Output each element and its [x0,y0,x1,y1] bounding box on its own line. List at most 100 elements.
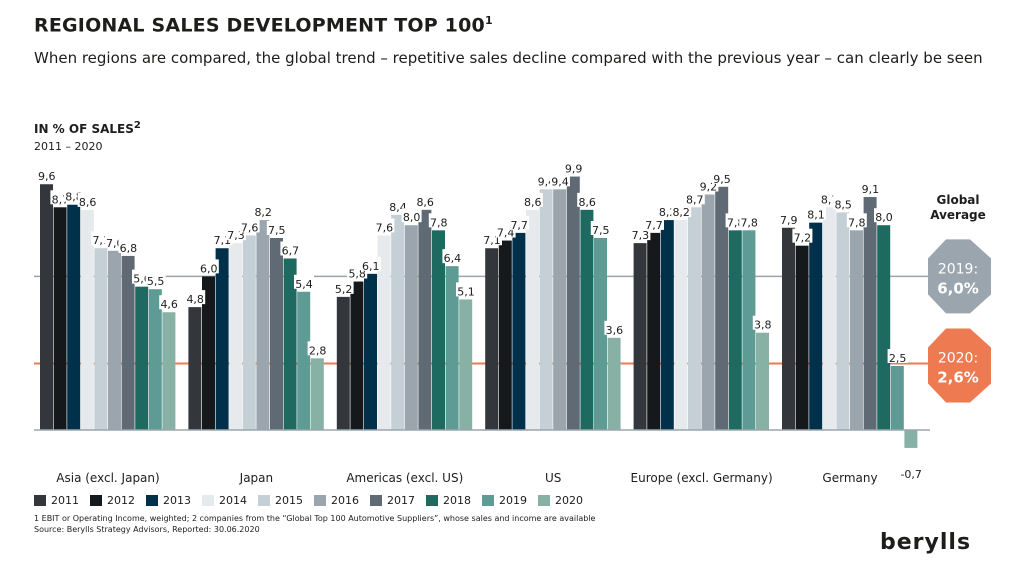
data-label-bg [307,341,328,356]
bar-2017-0 [121,255,135,430]
data-label-2013-2: 6,1 [362,260,380,273]
bar-2018-1 [283,258,297,430]
data-label-bg [563,159,584,174]
data-label-2012-1: 6,0 [200,262,218,275]
legend-label: 2020 [555,494,583,507]
data-label-bg [860,180,881,195]
bar-2018-2 [432,230,445,430]
bar-2012-3 [498,240,512,430]
data-label-2017-3: 9,9 [565,163,583,176]
category-label-3: US [545,471,561,485]
data-label-2013-5: 8,1 [807,209,825,222]
data-label-2020-5: -0,7 [900,468,921,481]
bar-2015-4 [688,207,701,430]
data-label-2019-3: 7,5 [592,224,610,237]
bar-2016-5 [850,230,863,430]
data-label-bg [509,215,530,230]
data-label-2014-4: 8,2 [672,206,690,219]
data-label-2016-1: 8,2 [254,206,272,219]
bar-2011-5 [782,227,795,430]
bar-2019-1 [297,291,311,430]
bar-2013-2 [364,273,377,430]
bar-2011-4 [633,243,647,430]
bar-2018-4 [728,230,742,430]
bar-2012-1 [202,276,215,430]
legend: 2011 2012 2013 2014 2015 2016 2017 2018 2019 2020 [34,494,583,507]
bar-2020-2 [459,299,473,430]
bar-2019-3 [594,238,607,430]
badge-value: 6,0% [937,279,979,297]
data-label-2015-5: 8,5 [834,198,852,211]
data-label-bg [253,203,274,218]
category-label-2: Americas (excl. US) [346,471,463,485]
legend-item-2016: 2016 [314,494,359,507]
data-label-bg [590,221,611,235]
bar-2014-5 [822,207,836,430]
data-label-bg [846,213,867,228]
data-label-2019-5: 2,5 [889,352,907,365]
legend-label: 2011 [51,494,79,507]
bar-2011-2 [336,296,350,430]
bar-2016-2 [404,225,418,430]
bar-2015-0 [94,248,108,430]
data-label-bg [684,190,705,205]
bar-2017-5 [863,197,877,430]
bar-2012-2 [350,281,364,430]
data-label-2020-3: 3,6 [606,324,624,337]
chart-subtitle: When regions are compared, the global tr… [34,49,983,67]
bar-2013-1 [215,248,229,430]
bar-2019-4 [742,230,756,430]
bar-2013-0 [67,204,81,430]
data-label-2018-5: 8,0 [875,211,893,224]
data-label-2020-0: 4,6 [160,298,178,311]
data-label-2017-4: 9,5 [713,173,731,186]
bar-2011-0 [40,184,53,430]
data-label-2013-3: 7,7 [510,219,528,232]
legend-item-2014: 2014 [202,494,247,507]
data-label-2019-2: 6,4 [444,252,462,265]
footnotes: 1 EBIT or Operating Income, weighted; 2 … [34,513,595,535]
legend-label: 2018 [443,494,471,507]
bar-2017-1 [270,238,283,430]
legend-label: 2016 [331,494,359,507]
data-label-2016-5: 7,8 [848,216,866,229]
footnote: 1 EBIT or Operating Income, weighted; 2 … [34,514,596,523]
bar-2014-4 [674,220,688,430]
bar-2011-1 [188,307,202,430]
bar-2017-4 [715,186,729,430]
bar-2015-1 [242,235,256,430]
hexagon-badge-0 [928,239,991,314]
data-label-2014-2: 7,6 [376,221,394,234]
bar-2019-2 [445,266,459,430]
bar-2017-2 [418,209,432,430]
data-label-bg [833,195,854,210]
data-label-2019-4: 7,8 [740,216,758,229]
bar-2014-0 [80,209,94,430]
data-label-bg [415,192,436,207]
data-label-2018-3: 8,6 [578,196,596,209]
data-label-bg [739,213,760,228]
category-label-0: Asia (excl. Japan) [56,471,159,485]
bar-2013-3 [512,232,526,430]
data-label-bg [577,192,598,207]
legend-swatch [90,495,102,506]
bar-2016-3 [553,189,567,430]
legend-item-2015: 2015 [258,494,303,507]
data-label-bg [456,282,476,297]
legend-swatch [538,495,550,506]
legend-label: 2012 [107,494,135,507]
bar-2020-5 [904,430,918,448]
data-label-bg [901,465,922,480]
bar-2013-4 [660,220,674,430]
data-label-2017-2: 8,6 [416,196,434,209]
data-label-bg [874,208,894,223]
legend-swatch [146,495,158,506]
bar-2014-3 [526,209,539,430]
bar-2019-0 [148,289,162,430]
data-label-2014-3: 8,6 [524,196,542,209]
data-label-2020-4: 3,8 [754,319,772,332]
data-label-bg [550,172,570,187]
data-label-2011-2: 5,2 [335,283,353,296]
